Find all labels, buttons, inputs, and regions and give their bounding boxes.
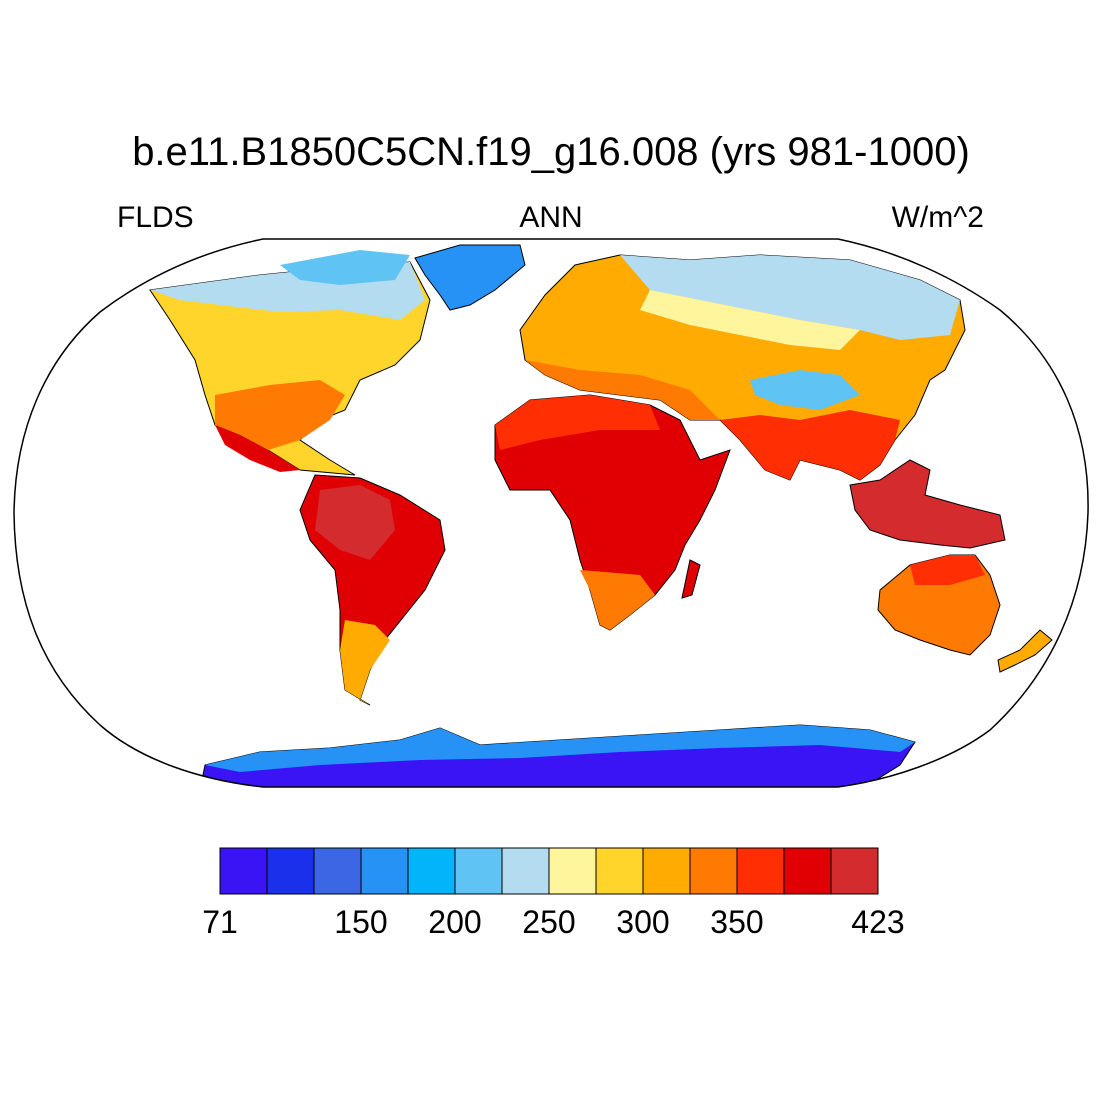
variable-label: FLDS — [117, 201, 194, 234]
colorbar-swatch — [689, 847, 738, 895]
colorbar-swatch — [266, 847, 315, 895]
maritime-continent-region — [849, 459, 1006, 549]
siberia-region — [620, 255, 960, 340]
colorbar-tick-label: 71 — [202, 904, 238, 940]
amazon-region — [315, 485, 395, 560]
plot-title: b.e11.B1850C5CN.f19_g16.008 (yrs 981-100… — [132, 130, 970, 174]
colorbar-tick-label: 250 — [522, 904, 576, 940]
new-zealand-region — [997, 629, 1053, 673]
south-asia-region — [720, 410, 900, 480]
land-fields — [149, 244, 1053, 787]
colorbar-swatch — [407, 847, 456, 895]
colorbar-swatch — [313, 847, 362, 895]
sahel-region — [495, 395, 660, 450]
colorbar-swatch — [548, 847, 597, 895]
colorbar-swatch — [360, 847, 409, 895]
colorbar-tick-label: 200 — [428, 904, 482, 940]
north-australia-region — [910, 555, 985, 585]
north-europe-region — [640, 290, 860, 350]
colorbar-tick-label: 300 — [616, 904, 670, 940]
mexico-region — [215, 425, 300, 472]
units-label: W/m^2 — [891, 201, 984, 234]
colorbar-swatch — [219, 847, 268, 895]
patagonia-region — [340, 620, 390, 705]
colorbar-swatch — [595, 847, 644, 895]
colorbar-swatch — [783, 847, 832, 895]
season-label: ANN — [519, 201, 583, 234]
colorbar-tick-label: 350 — [710, 904, 764, 940]
tibet-region — [750, 370, 860, 410]
southern-africa-region — [580, 570, 655, 630]
colorbar-swatch — [454, 847, 503, 895]
colorbar-swatch — [830, 847, 879, 895]
colorbar-swatch — [736, 847, 785, 895]
antarctic-coast-region — [205, 725, 915, 772]
colorbar — [219, 847, 879, 895]
colorbar-swatch — [642, 847, 691, 895]
map-border — [13, 238, 1089, 788]
greenland-region — [414, 244, 526, 311]
africa-region — [494, 394, 731, 631]
us-south-region — [215, 380, 345, 450]
mediterranean-region — [525, 360, 720, 420]
colorbar-tick-label: 150 — [334, 904, 388, 940]
madagascar-region — [681, 559, 701, 599]
colorbar-swatch — [501, 847, 550, 895]
colorbar-tick-label: 423 — [851, 904, 905, 940]
arctic-islands-region — [280, 250, 410, 285]
